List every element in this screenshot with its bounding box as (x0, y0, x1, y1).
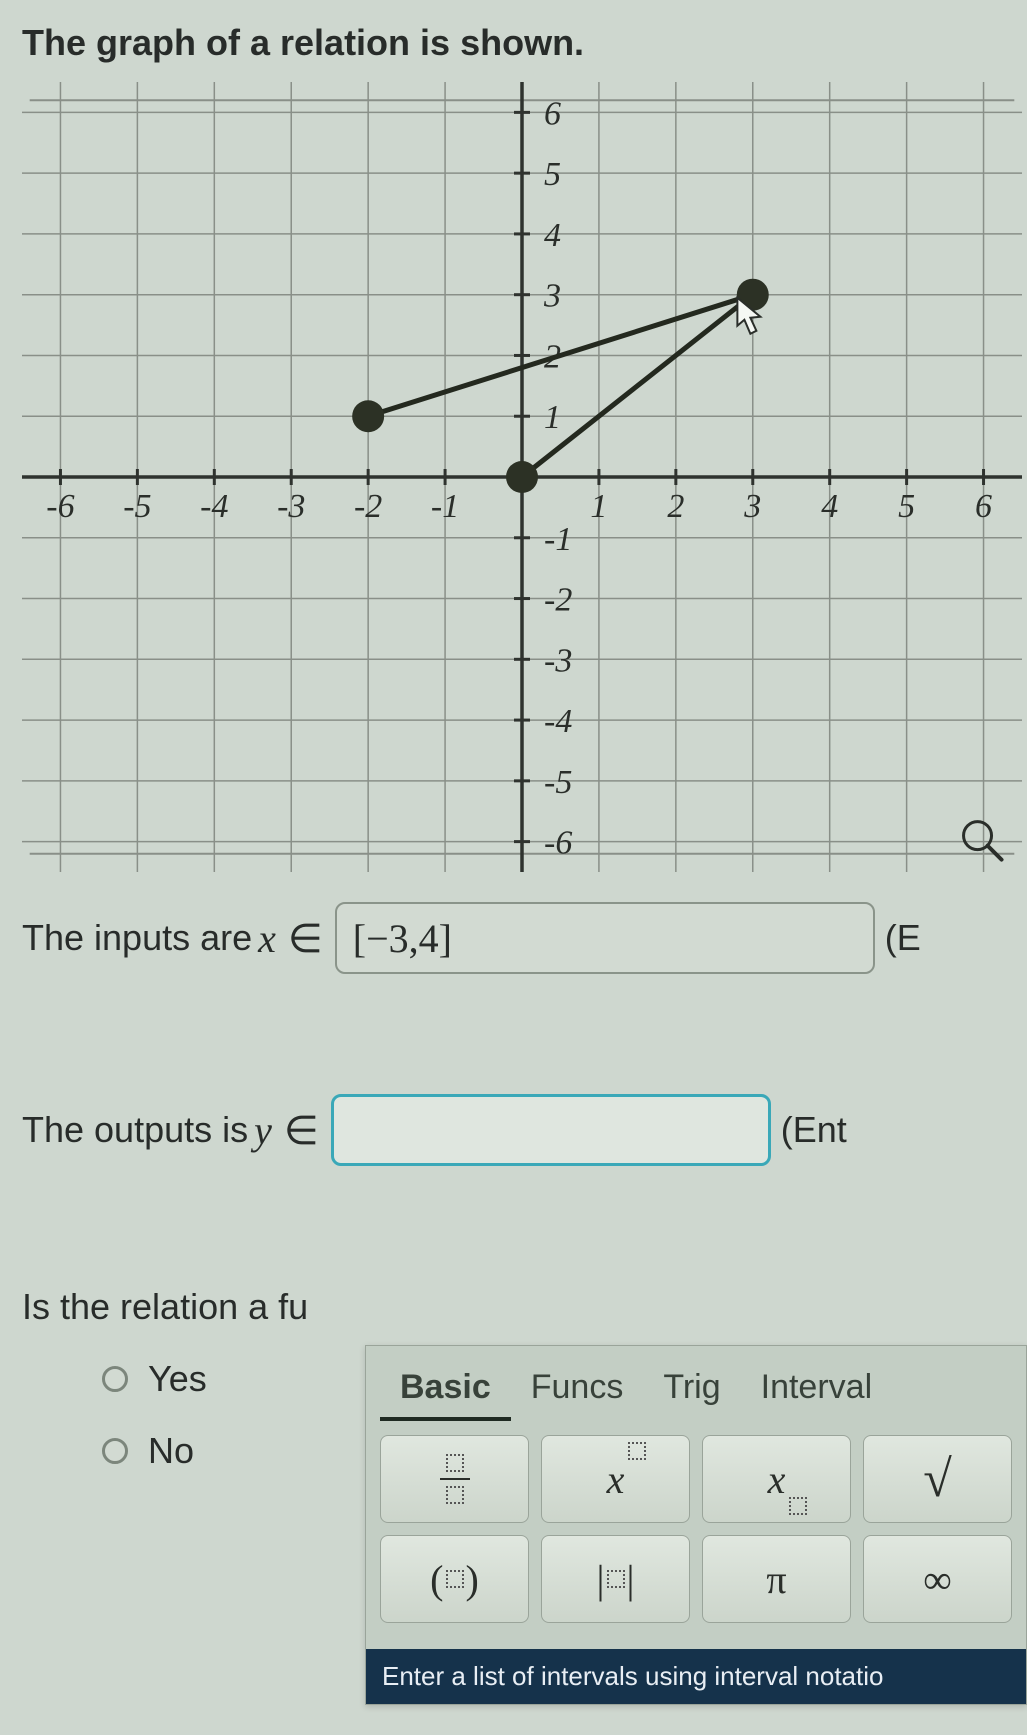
svg-text:5: 5 (898, 488, 915, 525)
svg-text:3: 3 (743, 488, 761, 525)
key-absolute[interactable]: || (541, 1535, 690, 1623)
svg-text:-6: -6 (46, 488, 74, 525)
outputs-var: y (254, 1107, 272, 1154)
inputs-var: x (258, 915, 276, 962)
svg-text:-3: -3 (544, 642, 572, 679)
svg-text:-1: -1 (544, 521, 572, 558)
outputs-hint-truncated: (Ent (781, 1109, 847, 1151)
svg-text:4: 4 (544, 217, 561, 254)
inputs-hint-truncated: (E (885, 917, 921, 959)
math-keypad: Basic Funcs Trig Interval x x (365, 1345, 1027, 1705)
svg-text:-4: -4 (200, 488, 228, 525)
svg-text:-4: -4 (544, 703, 572, 740)
tab-basic[interactable]: Basic (380, 1358, 511, 1421)
element-of-symbol: ∈ (288, 915, 323, 962)
svg-text:5: 5 (544, 156, 561, 193)
svg-text:3: 3 (543, 278, 561, 315)
keypad-tabs: Basic Funcs Trig Interval (366, 1346, 1026, 1421)
svg-text:4: 4 (821, 488, 838, 525)
svg-text:6: 6 (544, 95, 561, 132)
svg-text:-2: -2 (354, 488, 382, 525)
tab-funcs[interactable]: Funcs (511, 1358, 644, 1421)
svg-text:-2: -2 (544, 582, 572, 619)
key-parentheses[interactable]: () (380, 1535, 529, 1623)
svg-text:1: 1 (590, 488, 607, 525)
inputs-prompt: The inputs are (22, 917, 252, 959)
svg-text:-5: -5 (123, 488, 151, 525)
key-fraction[interactable] (380, 1435, 529, 1523)
key-subscript[interactable]: x (702, 1435, 851, 1523)
svg-text:6: 6 (975, 488, 992, 525)
svg-text:-3: -3 (277, 488, 305, 525)
key-sqrt[interactable]: √ (863, 1435, 1012, 1523)
inputs-question: The inputs are x ∈ [−3,4] (E (22, 902, 1027, 974)
svg-text:-6: -6 (544, 825, 572, 862)
tab-trig[interactable]: Trig (643, 1358, 740, 1421)
svg-text:-5: -5 (544, 764, 572, 801)
keypad-hint: Enter a list of intervals using interval… (366, 1649, 1026, 1704)
inputs-answer-field[interactable]: [−3,4] (335, 902, 875, 974)
radio-icon (102, 1366, 128, 1392)
radio-icon (102, 1438, 128, 1464)
tab-interval[interactable]: Interval (741, 1358, 893, 1421)
option-yes-label: Yes (148, 1358, 207, 1400)
key-infinity[interactable]: ∞ (863, 1535, 1012, 1623)
relation-graph: -6-5-4-3-2-1123456654321-1-2-3-4-5-6 (22, 82, 1022, 872)
svg-text:2: 2 (667, 488, 684, 525)
svg-text:-1: -1 (431, 488, 459, 525)
outputs-prompt: The outputs is (22, 1109, 248, 1151)
outputs-answer-field[interactable] (331, 1094, 771, 1166)
element-of-symbol: ∈ (284, 1107, 319, 1154)
key-pi[interactable]: π (702, 1535, 851, 1623)
function-prompt: Is the relation a fu (22, 1286, 308, 1327)
question-title: The graph of a relation is shown. (22, 22, 1027, 64)
key-power[interactable]: x (541, 1435, 690, 1523)
outputs-question: The outputs is y ∈ (Ent (22, 1094, 1027, 1166)
option-no-label: No (148, 1430, 194, 1472)
svg-text:1: 1 (544, 399, 561, 436)
